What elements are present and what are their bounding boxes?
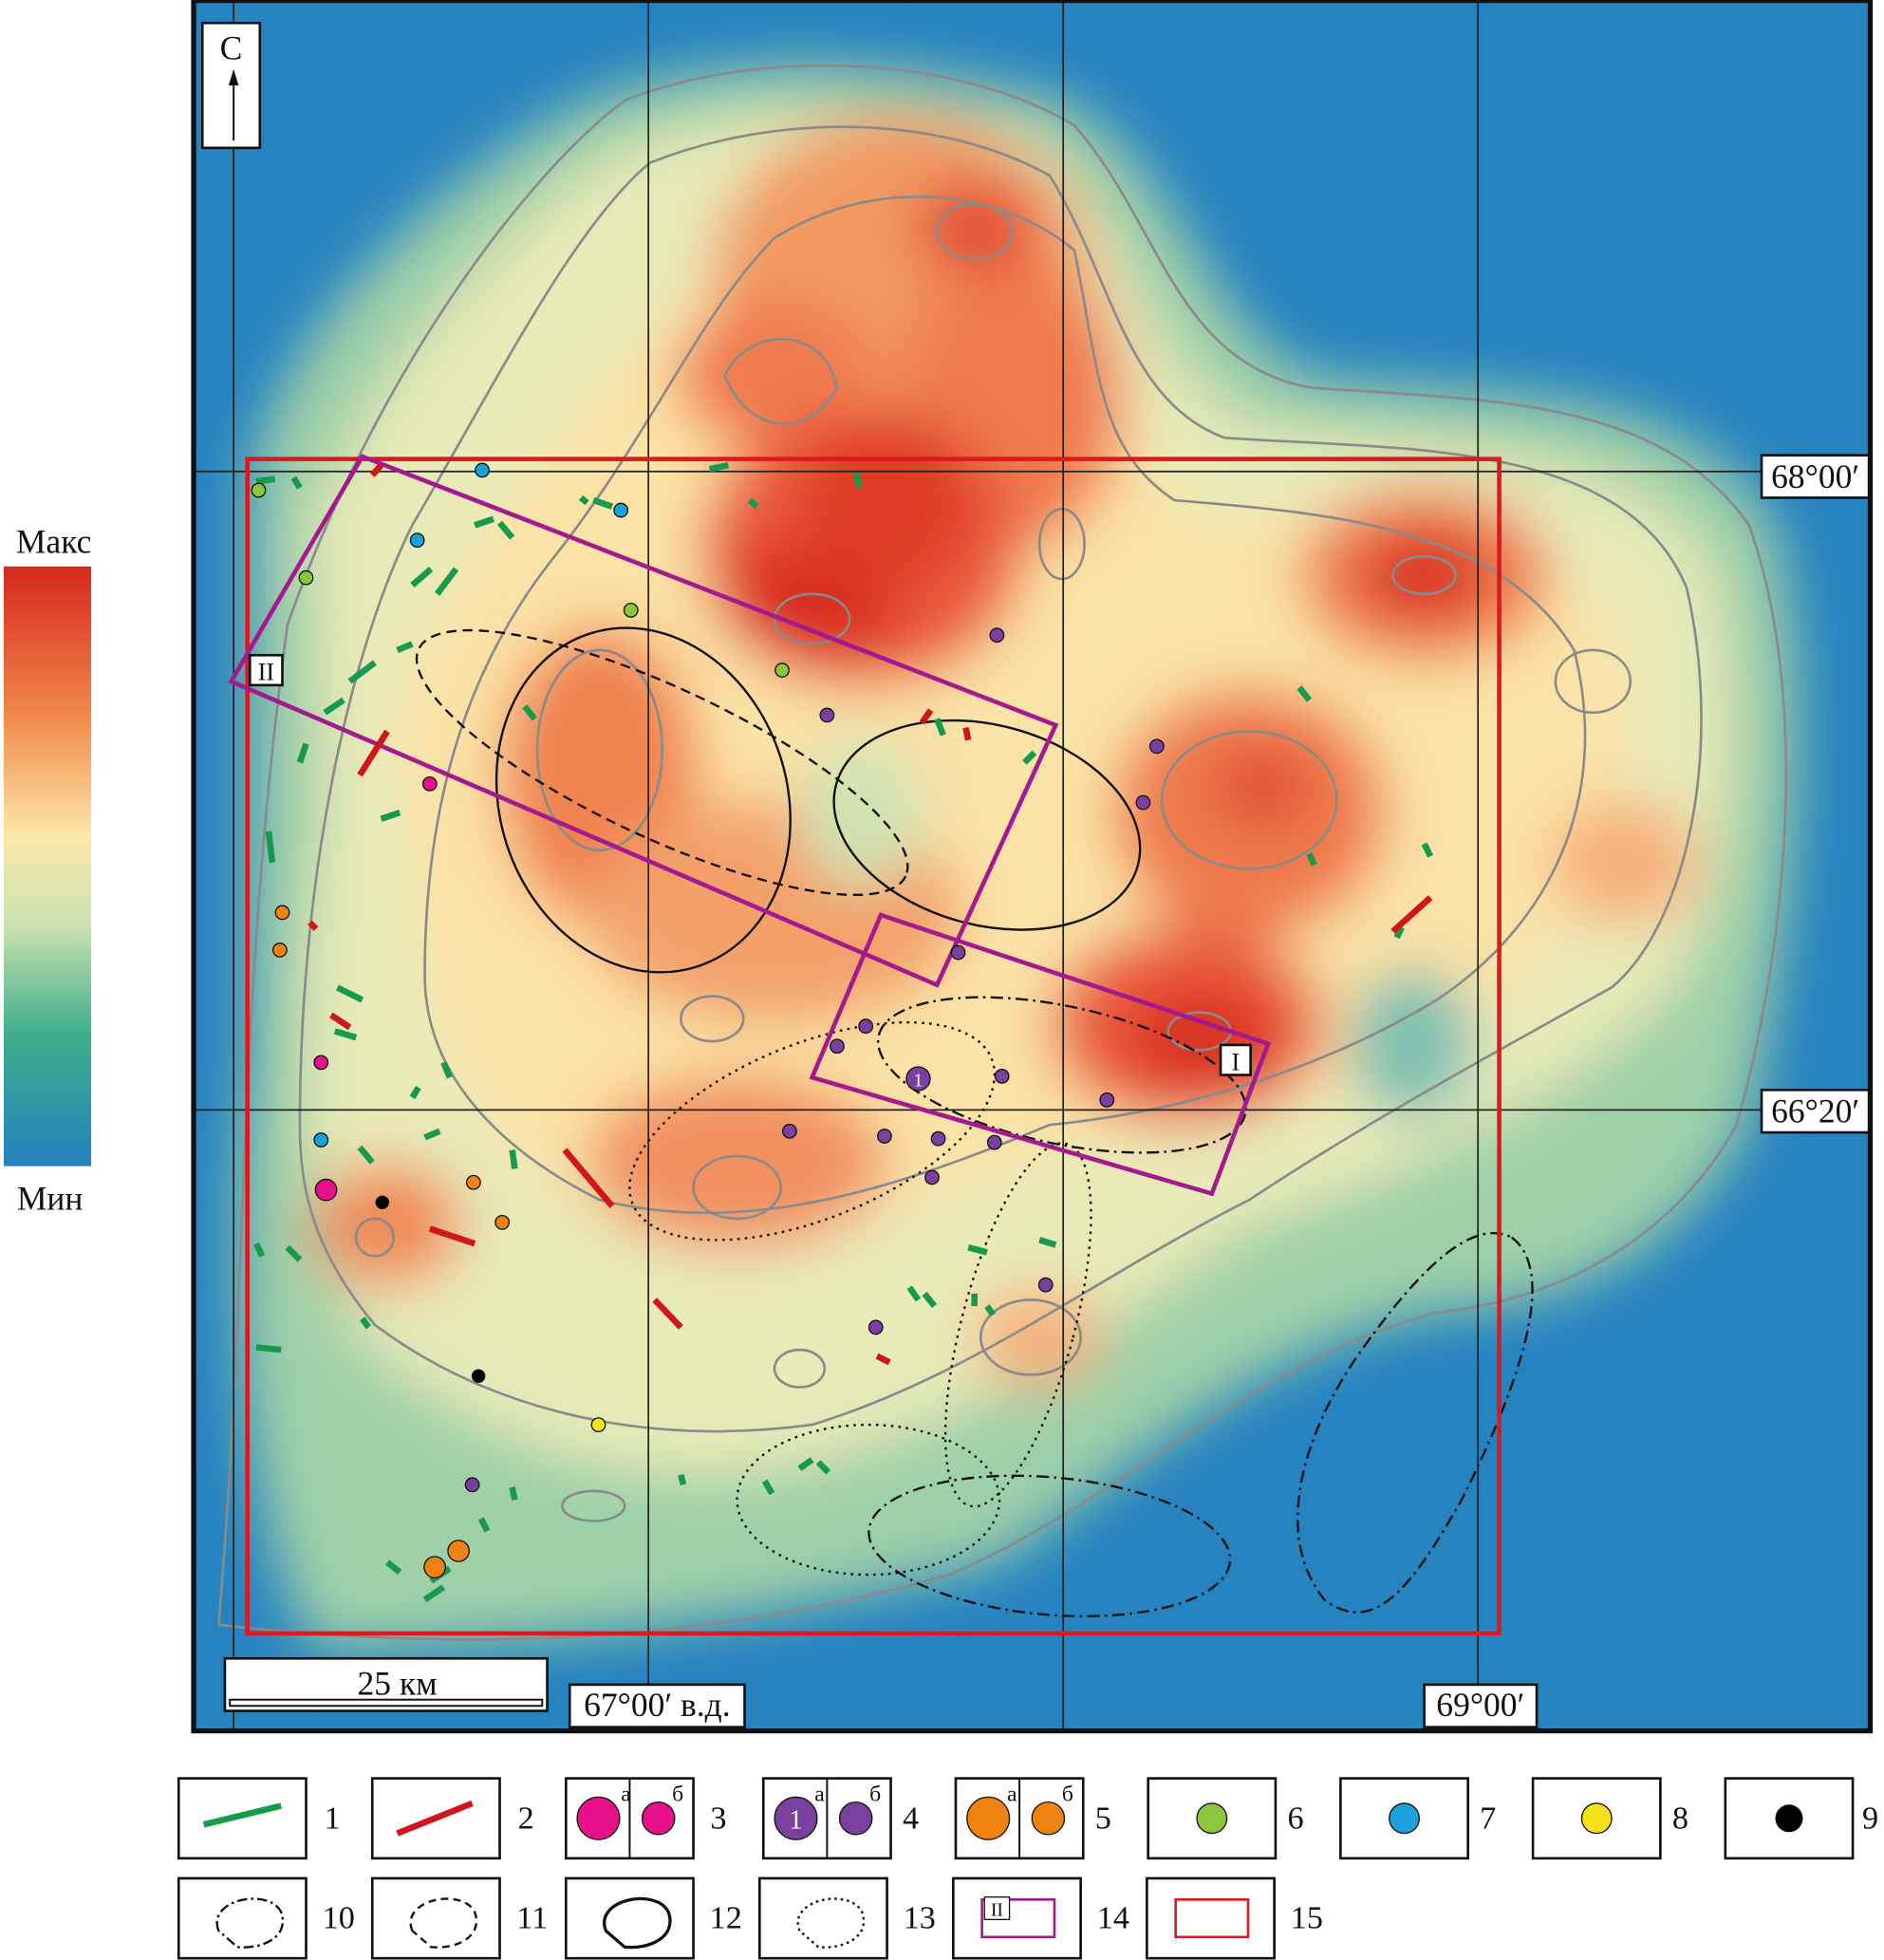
legend-box	[564, 1876, 695, 1960]
legend-number: 1	[325, 1801, 341, 1836]
legend-symbol	[409, 1897, 478, 1949]
north-label: С	[220, 28, 243, 66]
lat-label: 66°20′	[1771, 1092, 1859, 1130]
legend-box	[952, 1876, 1082, 1960]
legend-sub: а	[814, 1782, 825, 1806]
label-box	[1219, 1043, 1252, 1076]
legend-symbol	[774, 1796, 818, 1840]
north-arrowhead	[228, 68, 239, 86]
legend-number: 13	[904, 1901, 936, 1936]
legend-number: 7	[1480, 1801, 1496, 1836]
legend-number: 4	[903, 1801, 919, 1836]
map: 1 II I С 25 км 68°00′ 66°20′ 67°00′ в.д.…	[194, 0, 1871, 1731]
colorbar-max: Макс	[16, 522, 92, 560]
legend-sub: б	[1062, 1782, 1073, 1806]
dikes	[252, 461, 1434, 1603]
legend-number: 8	[1672, 1801, 1688, 1836]
legend-box	[1146, 1876, 1276, 1960]
legend-number: 6	[1287, 1801, 1303, 1836]
legend-symbol	[1174, 1897, 1250, 1939]
legend-symbol	[215, 1897, 285, 1949]
legend-symbol	[838, 1801, 873, 1836]
legend-symbol	[1031, 1801, 1066, 1836]
profile-ii	[228, 454, 1059, 988]
profile-label: II	[258, 659, 275, 686]
outlines	[415, 626, 1534, 1617]
sites	[251, 462, 1165, 1579]
legend: 1 2 а б 3 1 а б 4 а б 5 6 7 8 9 10 11 12…	[177, 1777, 1878, 1960]
lon-label: 67°00′ в.д.	[584, 1686, 731, 1724]
legend-symbol	[1389, 1802, 1420, 1835]
legend-symbol	[1775, 1804, 1803, 1833]
colorbar-min: Мин	[17, 1180, 84, 1218]
legend-number: 3	[710, 1801, 726, 1836]
legend-symbol	[1196, 1802, 1228, 1835]
legend-symbol-text: II	[991, 1899, 1003, 1920]
coord-box	[1760, 1089, 1871, 1134]
legend-number: 12	[710, 1901, 742, 1936]
legend-sub: б	[672, 1782, 683, 1806]
profile-i	[809, 912, 1272, 1197]
legend-symbol	[576, 1796, 621, 1840]
profile-label: I	[1231, 1048, 1240, 1075]
label-box	[248, 653, 284, 687]
legend-number: 9	[1862, 1801, 1878, 1836]
legend-number: 11	[516, 1901, 548, 1936]
legend-symbol	[202, 1802, 282, 1828]
legend-symbol	[1580, 1802, 1613, 1835]
legend-number: 14	[1097, 1901, 1129, 1936]
legend-symbol	[796, 1897, 866, 1949]
coord-box	[568, 1683, 746, 1728]
legend-box	[177, 1876, 308, 1960]
coord-box	[1760, 454, 1871, 499]
legend-sub: б	[869, 1782, 881, 1806]
lon-label: 69°00′	[1436, 1686, 1524, 1724]
lat-label: 68°00′	[1771, 457, 1859, 495]
legend-sub: а	[1007, 1782, 1017, 1806]
scale-label: 25 км	[358, 1664, 438, 1702]
graticule	[194, 0, 1871, 1731]
heatmap	[237, 64, 1799, 1651]
legend-number: 15	[1291, 1901, 1323, 1936]
legend-sub: а	[621, 1782, 631, 1806]
legend-symbol	[641, 1801, 676, 1836]
legend-symbol	[980, 1897, 1056, 1939]
map-frame	[191, 0, 1874, 1734]
legend-number: 5	[1095, 1801, 1111, 1836]
legend-box	[370, 1876, 501, 1960]
legend-symbol	[966, 1796, 1011, 1840]
scale-bar	[229, 1698, 544, 1708]
site-number: 1	[914, 1070, 923, 1091]
legend-box	[758, 1876, 888, 1960]
legend-symbol	[603, 1896, 672, 1950]
legend-number: 2	[518, 1801, 534, 1836]
colorbar	[3, 566, 92, 1167]
legend-symbol	[396, 1800, 474, 1837]
study-area	[245, 457, 1502, 1636]
coord-box	[1423, 1683, 1539, 1728]
legend-number: 10	[323, 1901, 355, 1936]
legend-symbol-text: 1	[789, 1804, 802, 1835]
